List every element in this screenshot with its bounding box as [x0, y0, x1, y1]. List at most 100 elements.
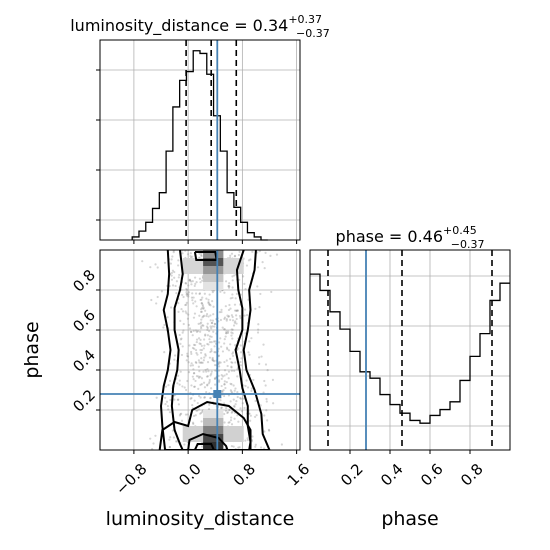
sample-point — [257, 328, 260, 331]
sample-point — [258, 250, 261, 253]
sample-point — [238, 314, 242, 318]
sample-point — [178, 414, 182, 417]
sample-point — [231, 275, 234, 278]
sample-point — [209, 304, 212, 307]
sample-point — [258, 362, 261, 365]
sample-point — [227, 349, 231, 352]
sample-point — [223, 337, 226, 341]
y-tick-label: 0.6 — [69, 306, 99, 336]
sample-point — [224, 409, 228, 412]
sample-point — [242, 275, 245, 278]
sample-point — [168, 446, 171, 449]
axes-frame — [309, 249, 511, 451]
sample-point — [174, 284, 177, 288]
sample-point — [200, 348, 204, 352]
sample-point — [172, 250, 175, 254]
sample-point — [230, 390, 233, 393]
sample-point — [203, 356, 206, 359]
sample-point — [229, 318, 232, 321]
sample-point — [199, 383, 202, 386]
sample-point — [181, 252, 184, 255]
sample-point — [192, 422, 195, 425]
sample-point — [210, 335, 213, 338]
density-cell — [203, 410, 224, 418]
sample-point — [141, 260, 144, 263]
sample-point — [243, 314, 246, 317]
sample-point — [233, 369, 236, 372]
sample-point — [241, 402, 244, 405]
sample-point — [220, 406, 223, 409]
sample-point — [272, 402, 275, 405]
phase-title-sub: −0.37 — [451, 238, 485, 251]
sample-point — [201, 296, 204, 299]
density-cell — [203, 434, 224, 442]
sample-point — [169, 398, 172, 402]
sample-point — [249, 414, 252, 417]
sample-point — [199, 330, 202, 333]
sample-point — [227, 286, 231, 289]
sample-point — [195, 351, 198, 355]
sample-point — [227, 315, 230, 318]
sample-point — [203, 396, 206, 399]
sample-point — [162, 326, 165, 329]
sample-point — [225, 331, 228, 335]
sample-point — [194, 379, 197, 383]
sample-point — [208, 341, 212, 344]
sample-point — [184, 388, 188, 392]
sample-point — [230, 416, 233, 419]
sample-point — [207, 408, 211, 411]
sample-point — [201, 303, 204, 306]
sample-point — [232, 445, 235, 448]
sample-point — [205, 325, 209, 328]
sample-point — [245, 379, 248, 382]
sample-point — [194, 282, 197, 286]
sample-point — [171, 255, 174, 258]
sample-point — [225, 381, 228, 384]
sample-point — [185, 294, 189, 297]
sample-point — [182, 329, 185, 332]
sample-point — [262, 343, 265, 346]
sample-point — [209, 350, 212, 354]
sample-point — [185, 287, 188, 291]
sample-point — [211, 319, 214, 322]
sample-point — [236, 414, 239, 417]
sample-point — [198, 361, 201, 364]
sample-point — [193, 399, 196, 402]
sample-point — [239, 407, 242, 410]
sample-point — [195, 281, 198, 284]
sample-point — [221, 375, 224, 378]
sample-point — [219, 361, 222, 364]
sample-point — [195, 361, 198, 365]
sample-point — [236, 309, 239, 312]
sample-point — [223, 369, 227, 372]
sample-point — [267, 428, 271, 431]
sample-point — [230, 252, 234, 255]
sample-point — [221, 350, 225, 353]
sample-point — [244, 287, 247, 291]
sample-point — [171, 429, 175, 432]
sample-point — [209, 397, 212, 400]
sample-point — [149, 437, 152, 440]
sample-point — [245, 264, 249, 267]
sample-point — [166, 316, 169, 319]
sample-point — [207, 343, 210, 346]
sample-point — [171, 284, 175, 287]
sample-point — [173, 276, 176, 279]
sample-point — [213, 377, 217, 380]
sample-point — [222, 389, 225, 392]
sample-point — [220, 308, 223, 311]
sample-point — [208, 403, 211, 406]
sample-point — [244, 439, 247, 442]
sample-point — [177, 276, 180, 279]
sample-point — [154, 263, 157, 266]
sample-point — [208, 356, 212, 359]
sample-point — [227, 285, 230, 288]
sample-point — [269, 254, 272, 257]
sample-point — [219, 399, 222, 402]
sample-point — [243, 282, 246, 285]
sample-point — [179, 338, 182, 341]
density-cell — [203, 250, 224, 258]
sample-point — [234, 320, 237, 323]
luminosity-distance-title-main: luminosity_distance = 0.34 — [70, 16, 288, 36]
sample-point — [201, 279, 204, 282]
